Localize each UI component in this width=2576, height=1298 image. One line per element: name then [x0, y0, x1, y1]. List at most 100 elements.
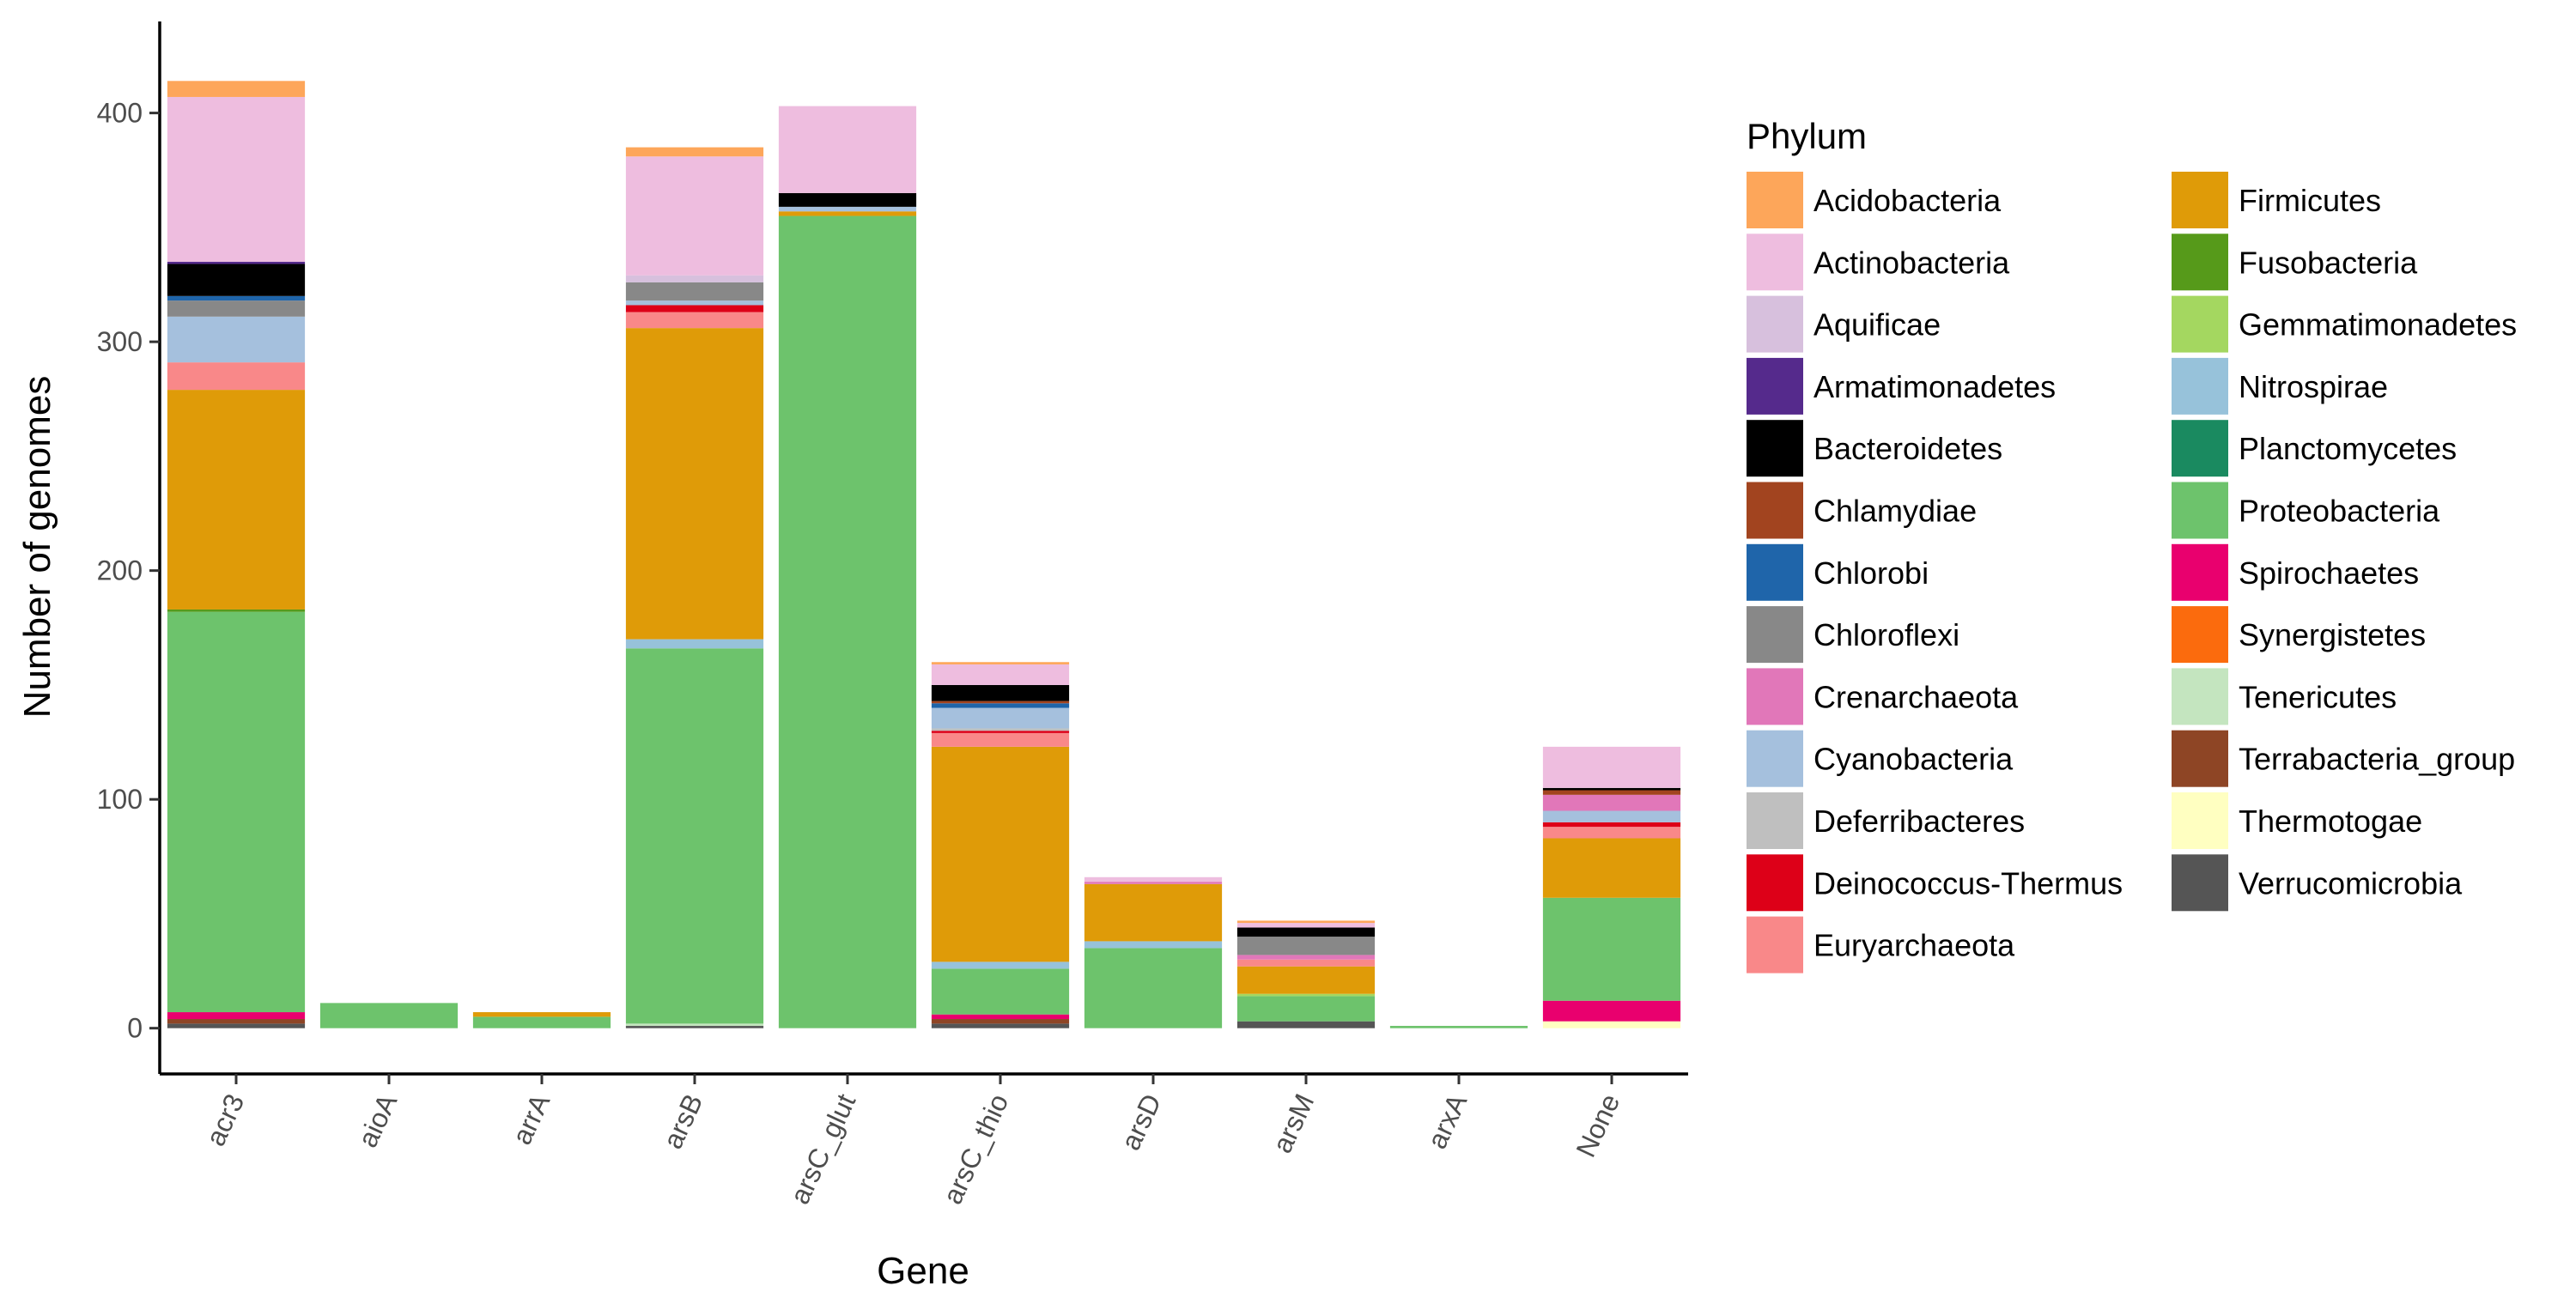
- bar-segment-arsC_thio-Bacteroidetes: [931, 684, 1070, 701]
- legend-key-Gemmatimonadetes: [2172, 295, 2228, 353]
- bar-segment-acr3-Cyanobacteria: [167, 316, 306, 363]
- bar-segment-arsB-Cyanobacteria: [625, 300, 764, 306]
- bar-segment-None-Firmicutes: [1542, 838, 1681, 898]
- legend-label-Deferribacteres: Deferribacteres: [1814, 804, 2025, 839]
- legend-label-Euryarchaeota: Euryarchaeota: [1814, 928, 2015, 963]
- legend-key-Euryarchaeota: [1747, 916, 1803, 974]
- y-axis-title: Number of genomes: [16, 376, 58, 719]
- legend-key-Spirochaetes: [2172, 543, 2228, 601]
- bar-segment-arsC_thio-Actinobacteria: [931, 664, 1070, 685]
- bar-segment-None-Spirochaetes: [1542, 1000, 1681, 1022]
- bar-segment-acr3-Proteobacteria: [167, 611, 306, 1013]
- bar-segment-arsD-Crenarchaeota: [1084, 882, 1223, 884]
- bar-segment-acr3-Verrucomicrobia: [167, 1023, 306, 1028]
- legend-label-Cyanobacteria: Cyanobacteria: [1814, 742, 2014, 777]
- legend-label-Crenarchaeota: Crenarchaeota: [1814, 679, 2019, 714]
- bar-segment-arsB-Chloroflexi: [625, 282, 764, 301]
- bar-segment-arsC_thio-Verrucomicrobia: [931, 1023, 1070, 1028]
- bar-segment-acr3-Terrabacteria_group: [167, 1019, 306, 1024]
- bar-segment-aioA-Proteobacteria: [319, 1003, 459, 1028]
- legend-key-Cyanobacteria: [1747, 730, 1803, 787]
- legend-label-Bacteroidetes: Bacteroidetes: [1814, 431, 2002, 466]
- bar-segment-None-Chlamydiae: [1542, 790, 1681, 795]
- bar-segment-arsM-Verrucomicrobia: [1236, 1021, 1376, 1028]
- bar-segment-acr3-Bacteroidetes: [167, 264, 306, 296]
- bar-segment-arsM-Firmicutes: [1236, 966, 1376, 994]
- x-tick-label-acr3: acr3: [199, 1089, 250, 1151]
- bar-segment-arsM-Acidobacteria: [1236, 920, 1376, 924]
- legend-label-Proteobacteria: Proteobacteria: [2239, 494, 2440, 529]
- bar-segment-arsC_thio-Cyanobacteria: [931, 707, 1070, 729]
- legend-label-Terrabacteria_group: Terrabacteria_group: [2239, 742, 2515, 777]
- bar-segment-arsM-Crenarchaeota: [1236, 955, 1376, 960]
- legend-key-Chlamydiae: [1747, 482, 1803, 539]
- legend-label-Actinobacteria: Actinobacteria: [1814, 245, 2010, 280]
- bar-segment-arsM-Bacteroidetes: [1236, 927, 1376, 937]
- x-tick-label-arsD: arsD: [1115, 1089, 1167, 1155]
- x-ticks: acr3 aioA arrA arsB arsC_glut arsC_thio arsD ar…: [199, 1074, 1625, 1209]
- bar-segment-None-Deinococcus-Thermus: [1542, 822, 1681, 828]
- legend-key-Verrucomicrobia: [2172, 854, 2228, 912]
- y-tick-label: 100: [97, 784, 143, 815]
- bar-segment-acr3-Euryarchaeota: [167, 362, 306, 391]
- y-tick-label: 200: [97, 555, 143, 586]
- bar-segment-None-Euryarchaeota: [1542, 827, 1681, 839]
- legend-label-Fusobacteria: Fusobacteria: [2239, 245, 2418, 280]
- legend-label-Verrucomicrobia: Verrucomicrobia: [2239, 865, 2463, 901]
- legend-label-Spirochaetes: Spirochaetes: [2239, 555, 2419, 591]
- bar-segment-None-Bacteroidetes: [1542, 787, 1681, 791]
- bar-segment-arsC_glut-Actinobacteria: [778, 106, 917, 193]
- x-axis-title: Gene: [877, 1250, 969, 1292]
- legend-key-Proteobacteria: [2172, 482, 2228, 539]
- bar-segment-arsC_thio-Euryarchaeota: [931, 732, 1070, 747]
- legend-label-Thermotogae: Thermotogae: [2239, 804, 2422, 839]
- legend-label-Armatimonadetes: Armatimonadetes: [1814, 369, 2056, 404]
- bar-segment-arsC_thio-Proteobacteria: [931, 968, 1070, 1015]
- bars-layer: [167, 81, 1681, 1028]
- legend-label-Firmicutes: Firmicutes: [2239, 183, 2381, 218]
- bar-segment-acr3-Chlorobi: [167, 295, 306, 301]
- x-tick-label-arsM: arsM: [1267, 1089, 1321, 1158]
- legend-key-Actinobacteria: [1747, 234, 1803, 291]
- bar-segment-arsC_glut-Bacteroidetes: [778, 192, 917, 207]
- bar-segment-arsM-Gemmatimonadetes: [1236, 993, 1376, 997]
- bar-segment-arxA-Proteobacteria: [1389, 1026, 1528, 1028]
- legend-items: Acidobacteria Actinobacteria Aquificae Arma…: [1747, 172, 2517, 974]
- legend-key-Nitrospirae: [2172, 357, 2228, 415]
- x-tick-label-arsC_glut: arsC_glut: [784, 1089, 862, 1209]
- bar-segment-acr3-Armatimonadetes: [167, 261, 306, 264]
- legend-key-Terrabacteria_group: [2172, 730, 2228, 787]
- bar-segment-arsC_glut-Cyanobacteria: [778, 206, 917, 212]
- legend-key-Thermotogae: [2172, 792, 2228, 849]
- bar-segment-arsC_thio-Terrabacteria_group: [931, 1019, 1070, 1024]
- bar-segment-acr3-Spirochaetes: [167, 1012, 306, 1020]
- bar-segment-arsC_glut-Proteobacteria: [778, 215, 917, 1028]
- bar-segment-arsD-Proteobacteria: [1084, 948, 1223, 1028]
- bar-segment-None-Thermotogae: [1542, 1021, 1681, 1028]
- x-tick-label-arsB: arsB: [657, 1089, 708, 1154]
- x-tick-label-arrA: arrA: [506, 1089, 556, 1149]
- bar-segment-arsB-Deinococcus-Thermus: [625, 305, 764, 312]
- bar-segment-arsB-Tenericutes: [625, 1023, 764, 1027]
- bar-segment-arsM-Euryarchaeota: [1236, 959, 1376, 967]
- bar-segment-arsC_thio-Firmicutes: [931, 746, 1070, 962]
- legend-label-Chlorobi: Chlorobi: [1814, 555, 1929, 591]
- legend-key-Bacteroidetes: [1747, 420, 1803, 477]
- bar-segment-arsC_glut-Firmicutes: [778, 211, 917, 216]
- bar-segment-arsC_thio-Deferribacteres: [931, 728, 1070, 731]
- legend-label-Deinococcus-Thermus: Deinococcus-Thermus: [1814, 865, 2123, 901]
- bar-segment-None-Crenarchaeota: [1542, 794, 1681, 811]
- bar-segment-arsB-Aquificae: [625, 275, 764, 282]
- bar-segment-arsM-Proteobacteria: [1236, 996, 1376, 1022]
- bar-segment-None-Proteobacteria: [1542, 897, 1681, 1001]
- bar-segment-None-Cyanobacteria: [1542, 810, 1681, 822]
- bar-segment-acr3-Fusobacteria: [167, 609, 306, 612]
- legend-key-Planctomycetes: [2172, 420, 2228, 477]
- bar-segment-None-Actinobacteria: [1542, 746, 1681, 788]
- legend-key-Firmicutes: [2172, 172, 2228, 228]
- legend-key-Deinococcus-Thermus: [1747, 854, 1803, 912]
- bar-segment-arsM-Chloroflexi: [1236, 937, 1376, 955]
- legend-key-Aquificae: [1747, 295, 1803, 353]
- legend-label-Chlamydiae: Chlamydiae: [1814, 494, 1977, 529]
- bar-segment-arsD-Firmicutes: [1084, 883, 1223, 942]
